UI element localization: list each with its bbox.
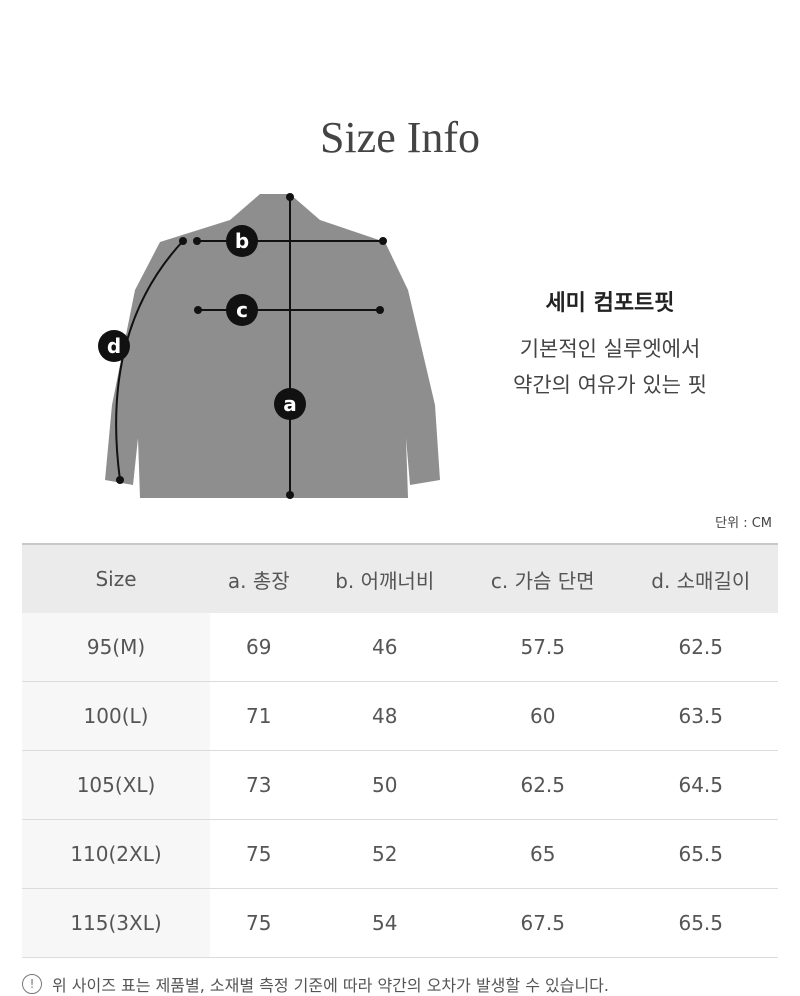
value-cell: 62.5: [461, 750, 624, 820]
value-cell: 52: [307, 819, 462, 889]
jacket-image: [105, 194, 440, 498]
table-row: 110(2XL) 75 52 65 65.5: [22, 819, 778, 889]
value-cell: 75: [210, 888, 308, 958]
size-table: Size a. 총장 b. 어깨너비 c. 가슴 단면 d. 소매길이 95(M…: [22, 543, 778, 958]
header-length: a. 총장: [227, 568, 290, 593]
size-cell: 105(XL): [22, 750, 210, 820]
size-cell: 115(3XL): [22, 888, 210, 958]
value-cell: 50: [307, 750, 462, 820]
table-row: 115(3XL) 75 54 67.5 65.5: [22, 888, 778, 958]
footnote: ! 위 사이즈 표는 제품별, 소재별 측정 기준에 따라 약간의 오차가 발생…: [22, 972, 609, 996]
value-cell: 48: [307, 681, 462, 751]
value-cell: 67.5: [461, 888, 624, 958]
value-cell: 60: [461, 681, 624, 751]
label-d-badge: [98, 330, 130, 362]
table-row: 100(L) 71 48 60 63.5: [22, 681, 778, 751]
value-cell: 65.5: [623, 819, 778, 889]
value-cell: 65.5: [623, 888, 778, 958]
value-cell: 69: [210, 613, 308, 682]
value-cell: 73: [210, 750, 308, 820]
header-shoulder: b. 어깨너비: [335, 568, 435, 593]
header-size: Size: [95, 567, 137, 591]
fit-name: 세미 컴포트핏: [545, 291, 675, 316]
label-b-badge: [226, 225, 258, 257]
label-a: a: [283, 392, 297, 416]
value-cell: 46: [307, 613, 462, 682]
size-cell: 100(L): [22, 681, 210, 751]
header-sleeve: d. 소매길이: [651, 568, 751, 593]
fit-description: 세미 컴포트핏 기본적인 실루엣에서 약간의 여유가 있는 핏: [460, 285, 760, 403]
value-cell: 62.5: [623, 613, 778, 682]
label-a-badge: [274, 388, 306, 420]
value-cell: 64.5: [623, 750, 778, 820]
page-title: Size Info: [319, 113, 481, 162]
value-cell: 71: [210, 681, 308, 751]
label-c-badge: [226, 294, 258, 326]
table-row: 95(M) 69 46 57.5 62.5: [22, 613, 778, 682]
value-cell: 54: [307, 888, 462, 958]
header-chest: c. 가슴 단면: [490, 568, 595, 593]
value-cell: 57.5: [461, 613, 624, 682]
footnote-text: 위 사이즈 표는 제품별, 소재별 측정 기준에 따라 약간의 오차가 발생할 …: [52, 976, 609, 995]
table-row: 105(XL) 73 50 62.5 64.5: [22, 750, 778, 820]
size-cell: 95(M): [22, 613, 210, 682]
fit-desc-line1: 기본적인 실루엣에서: [519, 337, 701, 361]
value-cell: 63.5: [623, 681, 778, 751]
size-diagram: b c d a: [98, 193, 440, 499]
unit-label: 단위 : CM: [715, 516, 772, 531]
label-b: b: [235, 229, 249, 253]
value-cell: 75: [210, 819, 308, 889]
size-cell: 110(2XL): [22, 819, 210, 889]
value-cell: 65: [461, 819, 624, 889]
label-c: c: [236, 298, 248, 322]
exclamation-circle-icon: !: [22, 974, 42, 994]
label-d: d: [107, 334, 121, 358]
fit-desc-line2: 약간의 여유가 있는 핏: [513, 373, 707, 397]
table-header-row: Size a. 총장 b. 어깨너비 c. 가슴 단면 d. 소매길이: [22, 544, 778, 613]
